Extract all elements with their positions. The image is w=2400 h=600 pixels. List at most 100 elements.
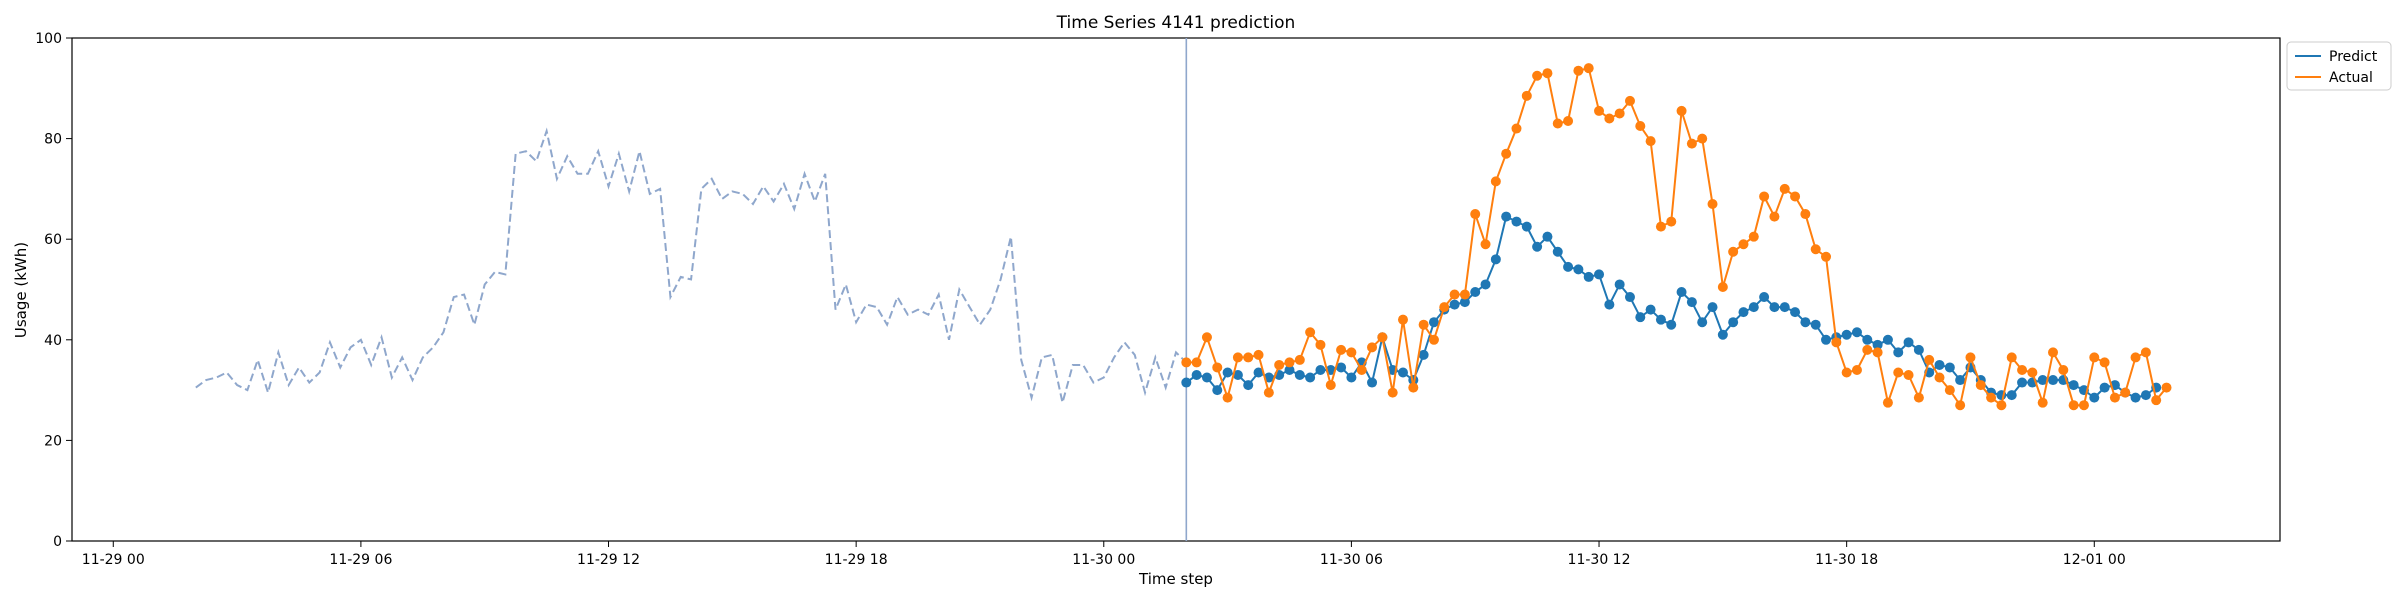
x-tick-label: 11-29 06 (329, 552, 392, 568)
actual-point (1903, 370, 1914, 381)
actual-point (1717, 281, 1728, 292)
predict-point (1212, 385, 1223, 396)
predict-point (1449, 299, 1460, 310)
x-tick-label: 11-30 06 (1320, 552, 1383, 568)
y-axis-title: Usage (kWh) (12, 242, 30, 338)
predict-point (1738, 307, 1749, 318)
actual-point (1367, 342, 1378, 353)
predict-point (2048, 375, 2059, 386)
actual-point (1305, 327, 1316, 338)
history-series-line (195, 127, 1188, 403)
actual-point (1645, 136, 1656, 147)
predict-point (1748, 302, 1759, 313)
actual-point (1459, 289, 1470, 300)
legend-predict-label: Predict (2329, 49, 2378, 65)
actual-point (1377, 332, 1388, 343)
predict-point (1790, 307, 1801, 318)
predict-point (1501, 211, 1512, 222)
actual-point (1294, 354, 1305, 365)
actual-point (2109, 392, 2120, 403)
predict-point (1821, 334, 1832, 345)
actual-point (1913, 392, 1924, 403)
actual-point (2078, 400, 2089, 411)
actual-point (1790, 191, 1801, 202)
legend-actual-label: Actual (2329, 70, 2373, 86)
plot-area: 0 20 40 60 80 100 11-29 00 11-29 06 11-29 12 11-2… (35, 31, 2281, 568)
predict-point (1686, 297, 1697, 308)
predict-point (1882, 334, 1893, 345)
actual-point (1263, 387, 1274, 398)
predict-point (1624, 292, 1635, 303)
actual-point (1779, 183, 1790, 194)
predict-point (1893, 347, 1904, 358)
predict-point (1800, 317, 1811, 328)
predict-point (2089, 392, 2100, 403)
actual-point (1872, 347, 1883, 358)
actual-point (1356, 364, 1367, 375)
actual-point (1841, 367, 1852, 378)
actual-point (1614, 108, 1625, 119)
actual-point (1563, 115, 1574, 126)
actual-point (1821, 251, 1832, 262)
predict-point (1841, 329, 1852, 340)
predict-point (1470, 287, 1481, 298)
predict-point (1480, 279, 1491, 290)
y-tick-label: 100 (35, 31, 62, 47)
predict-point (1769, 302, 1780, 313)
actual-point (1542, 68, 1553, 79)
actual-point (1862, 344, 1873, 355)
y-tick-label: 80 (44, 132, 62, 148)
actual-point (2037, 397, 2048, 408)
predict-point (1222, 367, 1233, 378)
actual-point (1604, 113, 1615, 124)
actual-point (1769, 211, 1780, 222)
predict-point (1284, 364, 1295, 375)
x-tick-label: 11-29 00 (82, 552, 145, 568)
legend: Predict Actual (2286, 41, 2392, 91)
actual-point (1552, 118, 1563, 129)
predict-point (1532, 241, 1543, 252)
chart-title: Time Series 4141 prediction (1056, 13, 1296, 33)
actual-point (1759, 191, 1770, 202)
actual-point (2140, 347, 2151, 358)
predict-point (1635, 312, 1646, 323)
actual-point (1965, 352, 1976, 363)
actual-point (2099, 357, 2110, 368)
actual-point (1975, 380, 1986, 391)
actual-point (2161, 382, 2172, 393)
predict-point (1944, 362, 1955, 373)
actual-point (1676, 105, 1687, 116)
predict-point (1459, 297, 1470, 308)
actual-point (1532, 70, 1543, 81)
y-tick-label: 20 (44, 433, 62, 449)
actual-point (1800, 209, 1811, 220)
actual-point (1594, 105, 1605, 116)
actual-point (1428, 334, 1439, 345)
actual-point (2089, 352, 2100, 363)
actual-point (1480, 239, 1491, 250)
predict-point (2130, 392, 2141, 403)
actual-point (1201, 332, 1212, 343)
predict-point (1315, 364, 1326, 375)
predict-point (1717, 329, 1728, 340)
actual-point (1284, 357, 1295, 368)
actual-point (2120, 387, 2131, 398)
x-tick-label: 11-29 12 (577, 552, 640, 568)
actual-point (1408, 382, 1419, 393)
predict-point (1336, 362, 1347, 373)
x-tick-label: 11-30 12 (1568, 552, 1631, 568)
predict-point (1666, 319, 1677, 330)
actual-point (1831, 337, 1842, 348)
predict-point (1521, 221, 1532, 232)
actual-point (1325, 380, 1336, 391)
predict-point (1583, 271, 1594, 282)
predict-point (1594, 269, 1605, 280)
actual-point (1222, 392, 1233, 403)
actual-point (1315, 339, 1326, 350)
actual-point (1728, 246, 1739, 257)
actual-point (2151, 395, 2162, 406)
predict-point (1851, 327, 1862, 338)
actual-point (1748, 231, 1759, 242)
